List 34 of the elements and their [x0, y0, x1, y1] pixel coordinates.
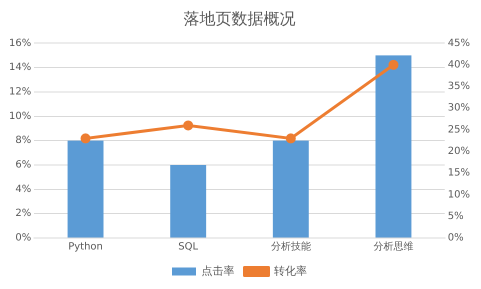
x-tick-label: Python [68, 242, 103, 253]
chart-title: 落地页数据概况 [184, 8, 296, 28]
y2-tick-label: 30% [448, 102, 470, 114]
y2-tick-label: 25% [448, 124, 470, 136]
point [183, 120, 194, 130]
y2-tick-label: 35% [448, 81, 470, 92]
y-tick-label: 4% [15, 184, 32, 195]
y-tick-label: 10% [8, 110, 32, 122]
point [388, 60, 398, 70]
y2-tick-label: 45% [448, 38, 470, 49]
bar [375, 55, 412, 238]
y-tick-label: 8% [15, 135, 32, 146]
x-tick-label: 分析思维 [373, 240, 414, 253]
point [80, 133, 91, 144]
y-tick-label: 2% [15, 208, 32, 220]
y-tick-label: 0% [15, 232, 32, 244]
bar [68, 140, 104, 238]
y2-tick-label: 15% [448, 168, 470, 179]
y-tick-label: 6% [15, 160, 32, 171]
bar [272, 140, 309, 238]
y2-tick-label: 10% [448, 189, 470, 200]
bar [170, 164, 206, 238]
legend-label: 点击率 [202, 264, 234, 278]
y-tick-label: 12% [8, 86, 32, 98]
y2-tick-label: 40% [448, 59, 470, 70]
x-tick-label: 分析技能 [270, 240, 311, 253]
y2-tick-label: 0% [448, 232, 464, 244]
legend-label: 转化率 [274, 264, 307, 278]
y2-tick-label: 20% [448, 146, 470, 158]
y-tick-label: 16% [8, 38, 32, 49]
point [286, 133, 296, 144]
y-tick-label: 14% [8, 62, 32, 74]
y2-tick-label: 5% [448, 210, 464, 222]
x-tick-label: SQL [178, 242, 198, 253]
